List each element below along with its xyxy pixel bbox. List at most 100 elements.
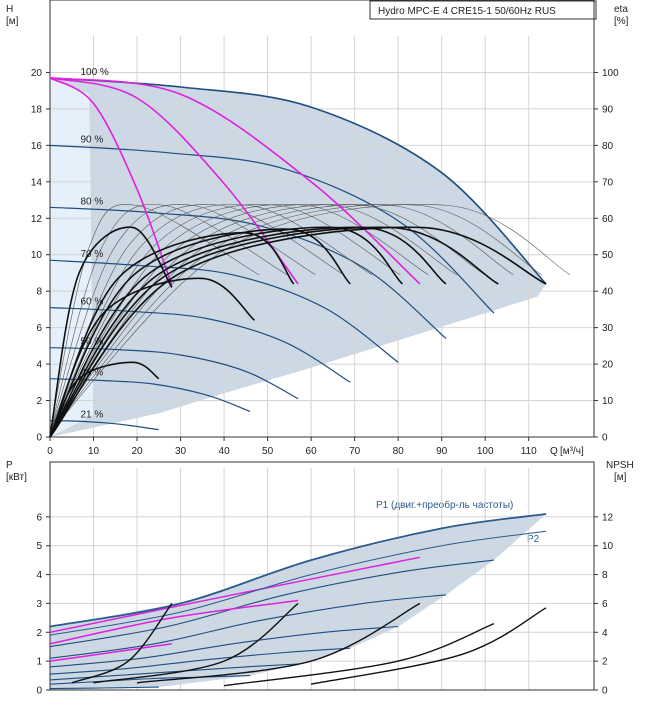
bottom-y-tick-label: 5 [36, 541, 42, 552]
power-speed-curve [49, 625, 399, 668]
power-speed-curve [49, 675, 251, 685]
efficiency-family-curve [49, 204, 260, 432]
speed-curve-line [49, 259, 399, 363]
bottom-y2-label: NPSH [606, 460, 634, 471]
power-speed-curve [49, 559, 494, 648]
title-box [369, 0, 597, 20]
efficiency-family-curve [49, 204, 514, 432]
bottom-y-tick-label: 3 [36, 599, 42, 610]
top-y-tick-label: 8 [36, 287, 42, 298]
speed-curve-line [49, 420, 159, 431]
top-y-unit: [м] [6, 16, 19, 27]
top-y-tick-label: 4 [36, 360, 42, 371]
efficiency-family-curve [49, 204, 401, 432]
top-y2-tick-label: 60 [602, 214, 614, 225]
npsh-curve [71, 602, 173, 684]
bottom-y2-tick-label: 6 [602, 599, 608, 610]
x-tick-label: 100 [477, 446, 494, 457]
bottom-y2-tick-label: 0 [602, 686, 608, 697]
npsh-curve [93, 602, 299, 684]
efficiency-family-curve [49, 204, 486, 432]
bottom-y-tick-label: 6 [36, 512, 42, 523]
bottom-y-tick-label: 2 [36, 628, 42, 639]
speed-curve-line [49, 206, 447, 340]
x-tick-label: 70 [349, 446, 361, 457]
chart-title: Hydro MPC-E 4 CRE15-1 50/60Hz RUS [378, 6, 556, 17]
efficiency-family-curve [49, 204, 571, 432]
single-pump-curve [49, 77, 173, 286]
bottom-y-label: P [6, 460, 13, 471]
efficiency-curve [49, 226, 173, 438]
bottom-y2-tick-label: 10 [602, 541, 614, 552]
bottom-y2-tick-label: 12 [602, 512, 614, 523]
npsh-curve [310, 607, 547, 685]
top-y2-label: eta [614, 4, 628, 15]
speed-curve-label: 80 % [80, 196, 103, 207]
power-speed-curve [49, 686, 159, 690]
bottom-y-tick-label: 4 [36, 570, 42, 581]
top-y2-tick-label: 90 [602, 104, 614, 115]
x-tick-label: 30 [175, 446, 187, 457]
top-y-tick-label: 10 [31, 250, 43, 261]
efficiency-family-curve [49, 204, 458, 432]
top-y2-tick-label: 40 [602, 287, 614, 298]
operating-envelope [50, 77, 547, 438]
efficiency-curve [49, 226, 499, 438]
top-y-tick-label: 2 [36, 396, 42, 407]
single-pump-power-curve [49, 643, 173, 662]
top-y2-tick-label: 10 [602, 396, 614, 407]
power-speed-curve [49, 647, 351, 675]
speed-curve-label: 50 % [80, 337, 103, 348]
efficiency-curve [49, 226, 447, 438]
top-y-label: H [6, 4, 13, 15]
speed-curve-line [49, 307, 351, 383]
npsh-curve [136, 602, 421, 684]
top-y2-tick-label: 100 [602, 68, 619, 79]
x-tick-label: 90 [436, 446, 448, 457]
p2-curve [49, 530, 547, 636]
bottom-y-unit: [кВт] [6, 472, 27, 483]
top-y-tick-label: 6 [36, 323, 42, 334]
top-y2-tick-label: 50 [602, 250, 614, 261]
x-tick-label: 60 [306, 446, 318, 457]
x-axis-label: Q [550, 446, 558, 457]
efficiency-curve [49, 226, 547, 438]
top-y2-tick-label: 30 [602, 323, 614, 334]
top-y2-tick-label: 70 [602, 177, 614, 188]
top-y-tick-label: 14 [31, 177, 43, 188]
power-envelope [50, 514, 547, 690]
efficiency-curve [49, 232, 295, 438]
power-speed-curve [49, 594, 447, 659]
bottom-y2-unit: [м] [614, 472, 627, 483]
p1-curve [49, 513, 547, 628]
top-y2-unit: [%] [614, 16, 629, 27]
x-tick-label: 80 [393, 446, 405, 457]
top-y-tick-label: 0 [36, 433, 42, 444]
bottom-y2-tick-label: 8 [602, 570, 608, 581]
efficiency-family-curve [49, 204, 288, 432]
p1-annotation: P1 (двиг.+преобр-ль частоты) [376, 499, 513, 511]
efficiency-family-curve [49, 204, 429, 432]
speed-curve-label: 100 % [80, 67, 108, 78]
single-pump-power-curve [49, 599, 299, 645]
speed-curve-label: 70 % [80, 249, 103, 260]
top-y2-tick-label: 80 [602, 141, 614, 152]
bottom-plot-frame [49, 461, 595, 691]
x-tick-label: 0 [47, 446, 53, 457]
x-tick-label: 50 [262, 446, 274, 457]
speed-curve-label: 90 % [80, 134, 103, 145]
top-y-tick-label: 18 [31, 104, 43, 115]
top-y-tick-label: 16 [31, 141, 43, 152]
single-pump-curve [49, 77, 421, 285]
single-pump-power-curve [49, 556, 421, 634]
top-y2-tick-label: 0 [602, 433, 608, 444]
efficiency-family-curve [49, 204, 373, 432]
bottom-y2-tick-label: 4 [602, 628, 608, 639]
x-axis-unit: [м³/ч] [560, 446, 584, 457]
top-y2-tick-label: 20 [602, 360, 614, 371]
x-tick-label: 110 [521, 446, 537, 457]
efficiency-curve [49, 226, 404, 438]
x-tick-label: 20 [131, 446, 143, 457]
